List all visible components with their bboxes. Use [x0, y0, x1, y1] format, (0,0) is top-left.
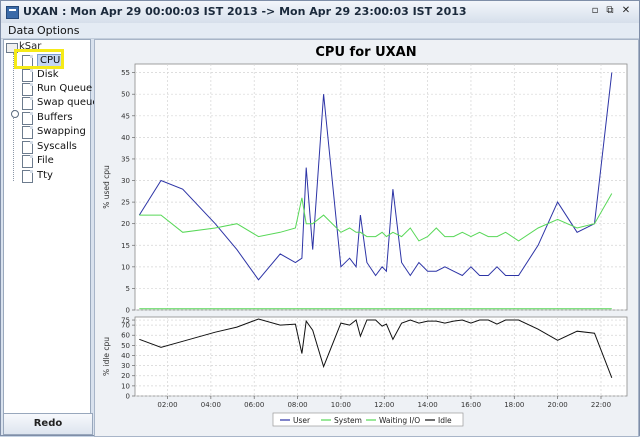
xtick-label: 16:00 — [461, 401, 481, 409]
bottom-ytick-label: 70 — [121, 322, 130, 330]
bottom-ytick-label: 50 — [121, 342, 130, 350]
xtick-label: 18:00 — [504, 401, 524, 409]
top-ytick-label: 0 — [126, 307, 130, 315]
bottom-ytick-label: 60 — [121, 332, 130, 340]
title-bar: UXAN : Mon Apr 29 00:00:03 IST 2013 -> M… — [1, 1, 639, 24]
document-icon — [22, 69, 33, 82]
folder-icon — [6, 43, 18, 53]
top-ytick-label: 10 — [121, 263, 130, 271]
bottom-ytick-label: 0 — [126, 393, 130, 401]
top-ytick-label: 25 — [121, 199, 130, 207]
xtick-label: 08:00 — [287, 401, 307, 409]
legend-label: User — [293, 416, 311, 425]
series-line-waiting-i-o — [139, 193, 613, 242]
chart-panel: CPU for UXAN 0 5 10 15 20 25 30 35 40 45 50 55 % used… — [94, 39, 639, 437]
menu-options[interactable]: Options — [37, 24, 80, 37]
tree-item-label: File — [37, 155, 54, 166]
document-icon — [22, 83, 33, 96]
top-ytick-label: 35 — [121, 155, 130, 163]
legend-label: Waiting I/O — [379, 416, 420, 425]
top-ytick-label: 30 — [121, 177, 130, 185]
xtick-label: 04:00 — [201, 401, 221, 409]
top-ytick-label: 15 — [121, 242, 130, 250]
tree-root-label: kSar — [19, 41, 42, 52]
bottom-plot-area — [134, 316, 628, 397]
tree-item-label: Tty — [37, 170, 53, 181]
document-icon — [22, 170, 33, 183]
close-icon[interactable]: ✕ — [621, 5, 631, 16]
xtick-label: 20:00 — [548, 401, 568, 409]
app-icon — [6, 6, 19, 19]
restore-icon[interactable]: ⧉ — [606, 5, 614, 16]
xtick-label: 10:00 — [331, 401, 351, 409]
xtick-label: 22:00 — [591, 401, 611, 409]
legend-label: System — [334, 416, 362, 425]
minimize-icon[interactable]: ▫ — [591, 5, 599, 16]
tree-item-label: Swapping — [37, 126, 86, 137]
top-ytick-label: 50 — [121, 91, 130, 99]
expand-toggle-icon[interactable] — [11, 110, 19, 118]
document-icon — [22, 97, 33, 110]
top-ytick-label: 40 — [121, 134, 130, 142]
menu-data[interactable]: Data — [8, 24, 35, 37]
selection-highlight — [14, 49, 64, 69]
series-line-user — [138, 72, 613, 281]
tree-item-label: Buffers — [37, 112, 73, 123]
tree-item-label: Swap queue — [37, 97, 99, 108]
tree-item-label: Run Queue — [37, 83, 93, 94]
tree-item-label: Disk — [37, 69, 59, 80]
document-icon — [22, 155, 33, 168]
top-ytick-label: 55 — [121, 69, 130, 77]
xtick-label: 02:00 — [157, 401, 177, 409]
top-plot-area — [134, 63, 628, 311]
document-icon — [22, 126, 33, 139]
bottom-ytick-label: 10 — [121, 382, 130, 390]
series-line-idle — [139, 318, 613, 378]
window-title: UXAN : Mon Apr 29 00:00:03 IST 2013 -> M… — [23, 5, 467, 18]
bottom-ylabel: % idle cpu — [102, 337, 111, 376]
document-icon — [22, 112, 33, 125]
tree-item-label: Syscalls — [37, 141, 77, 152]
xtick-label: 12:00 — [374, 401, 394, 409]
document-icon — [22, 141, 33, 154]
menu-bar: Data Options — [1, 23, 639, 39]
bottom-ytick-label: 20 — [121, 372, 130, 380]
cpu-chart: CPU for UXAN 0 5 10 15 20 25 30 35 40 45 50 55 % used… — [95, 40, 638, 436]
top-ytick-label: 5 — [126, 285, 130, 293]
bottom-ytick-label: 75 — [121, 317, 130, 325]
bottom-ytick-label: 30 — [121, 362, 130, 370]
redo-button[interactable]: Redo — [3, 413, 93, 435]
xtick-label: 06:00 — [244, 401, 264, 409]
top-ytick-label: 45 — [121, 112, 130, 120]
tree-panel: kSar CPU Disk Run Queue Swap queue Buffe… — [3, 39, 99, 414]
legend-label: Idle — [438, 416, 452, 425]
chart-title: CPU for UXAN — [315, 45, 416, 60]
top-ytick-label: 20 — [121, 220, 130, 228]
top-ylabel: % used cpu — [102, 165, 111, 209]
xtick-label: 14:00 — [418, 401, 438, 409]
bottom-ytick-label: 40 — [121, 352, 130, 360]
